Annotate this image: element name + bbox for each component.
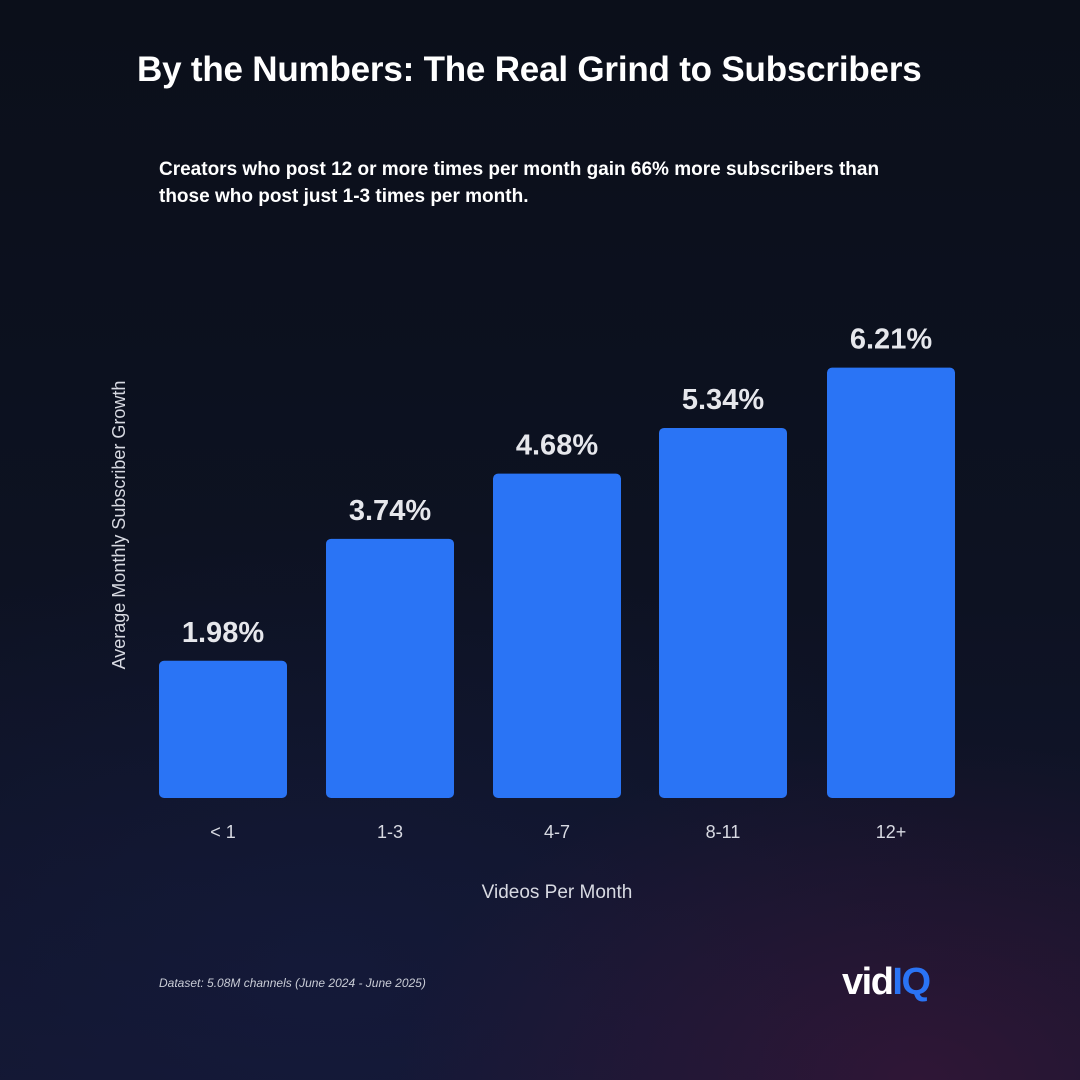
logo-text-iq: IQ (892, 961, 931, 1003)
bar-value-label-4: 5.34% (682, 384, 764, 416)
bar-4 (659, 427, 787, 798)
bar-5 (827, 367, 955, 798)
labels-layer: 1.98% 3.74% 4.68% 5.34% 6.21% (182, 324, 932, 649)
x-tick-label-3: 4-7 (544, 822, 570, 842)
dataset-footnote: Dataset: 5.08M channels (June 2024 - Jun… (159, 976, 426, 990)
x-tick-labels: < 1 1-3 4-7 8-11 12+ (210, 822, 906, 842)
bar-value-label-5: 6.21% (850, 324, 932, 356)
vidiq-logo[interactable]: vidIQ (842, 960, 960, 1004)
y-axis-label: Average Monthly Subscriber Growth (109, 381, 129, 670)
chart-title: By the Numbers: The Real Grind to Subscr… (137, 50, 922, 89)
x-tick-label-4: 8-11 (706, 822, 741, 842)
bar-2 (326, 538, 454, 798)
bar-3 (493, 473, 621, 798)
chart-subtitle: Creators who post 12 or more times per m… (159, 159, 880, 207)
logo-text-vid: vid (842, 961, 894, 1003)
bar-value-label-1: 1.98% (182, 617, 264, 649)
bars-layer (159, 367, 955, 798)
bar-1 (159, 660, 287, 798)
x-tick-label-1: < 1 (210, 822, 236, 842)
x-tick-label-2: 1-3 (377, 822, 403, 842)
bar-value-label-3: 4.68% (516, 430, 598, 462)
x-axis-label: Videos Per Month (482, 882, 633, 903)
x-tick-label-5: 12+ (876, 822, 907, 842)
bar-value-label-2: 3.74% (349, 495, 431, 527)
